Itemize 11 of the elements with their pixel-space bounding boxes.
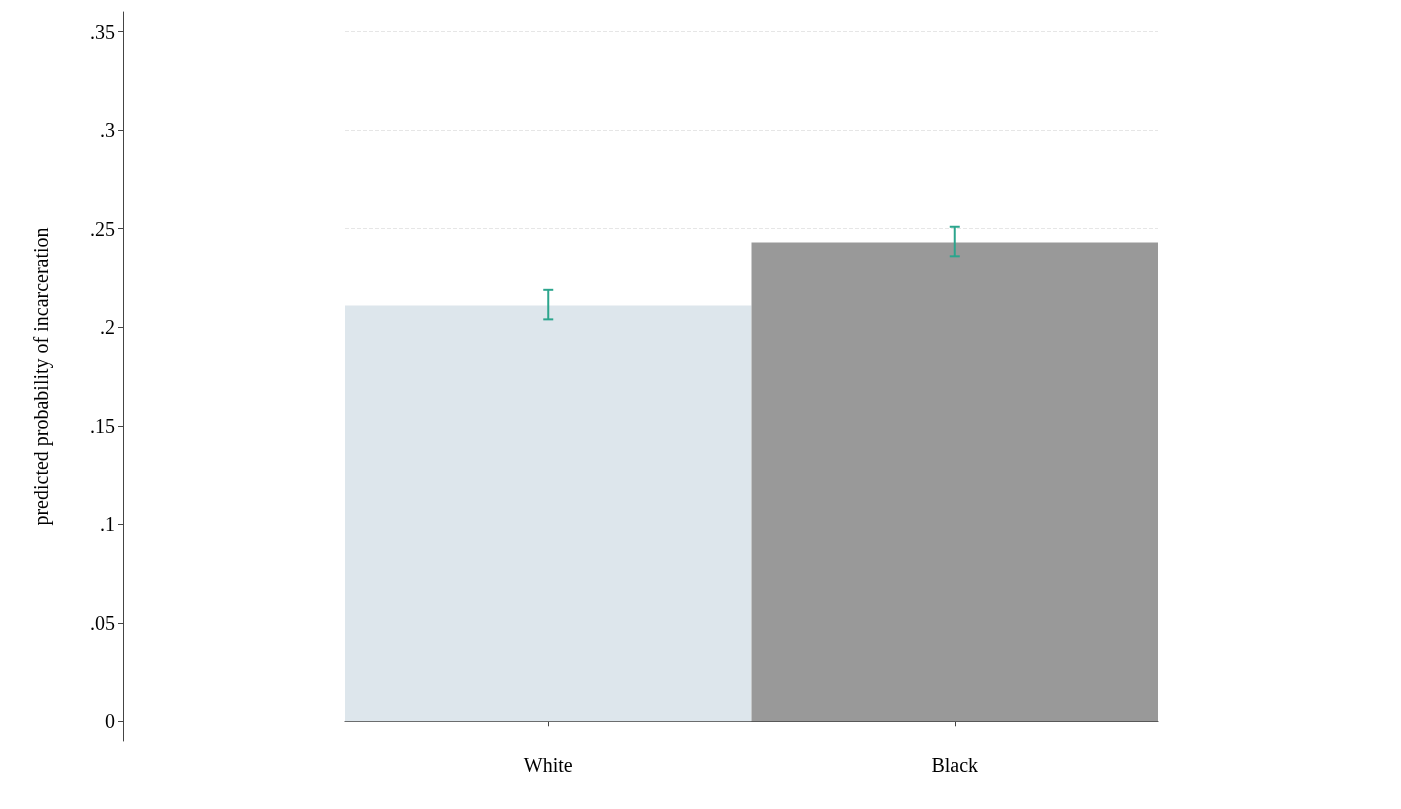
y-tick-label: .35 (90, 20, 115, 43)
y-axis-title: predicted probability of incarceration (30, 227, 53, 526)
y-tick-label: .15 (90, 414, 115, 437)
x-tick-label: White (523, 754, 573, 776)
y-tick-label: .2 (100, 316, 115, 339)
y-tick-label: .05 (90, 611, 115, 634)
y-tick-label: .3 (100, 119, 115, 142)
y-tick-label: .25 (90, 217, 115, 240)
x-tick-label: Black (931, 754, 979, 776)
y-tick-label: .1 (100, 513, 115, 536)
y-tick-label: 0 (105, 710, 115, 733)
